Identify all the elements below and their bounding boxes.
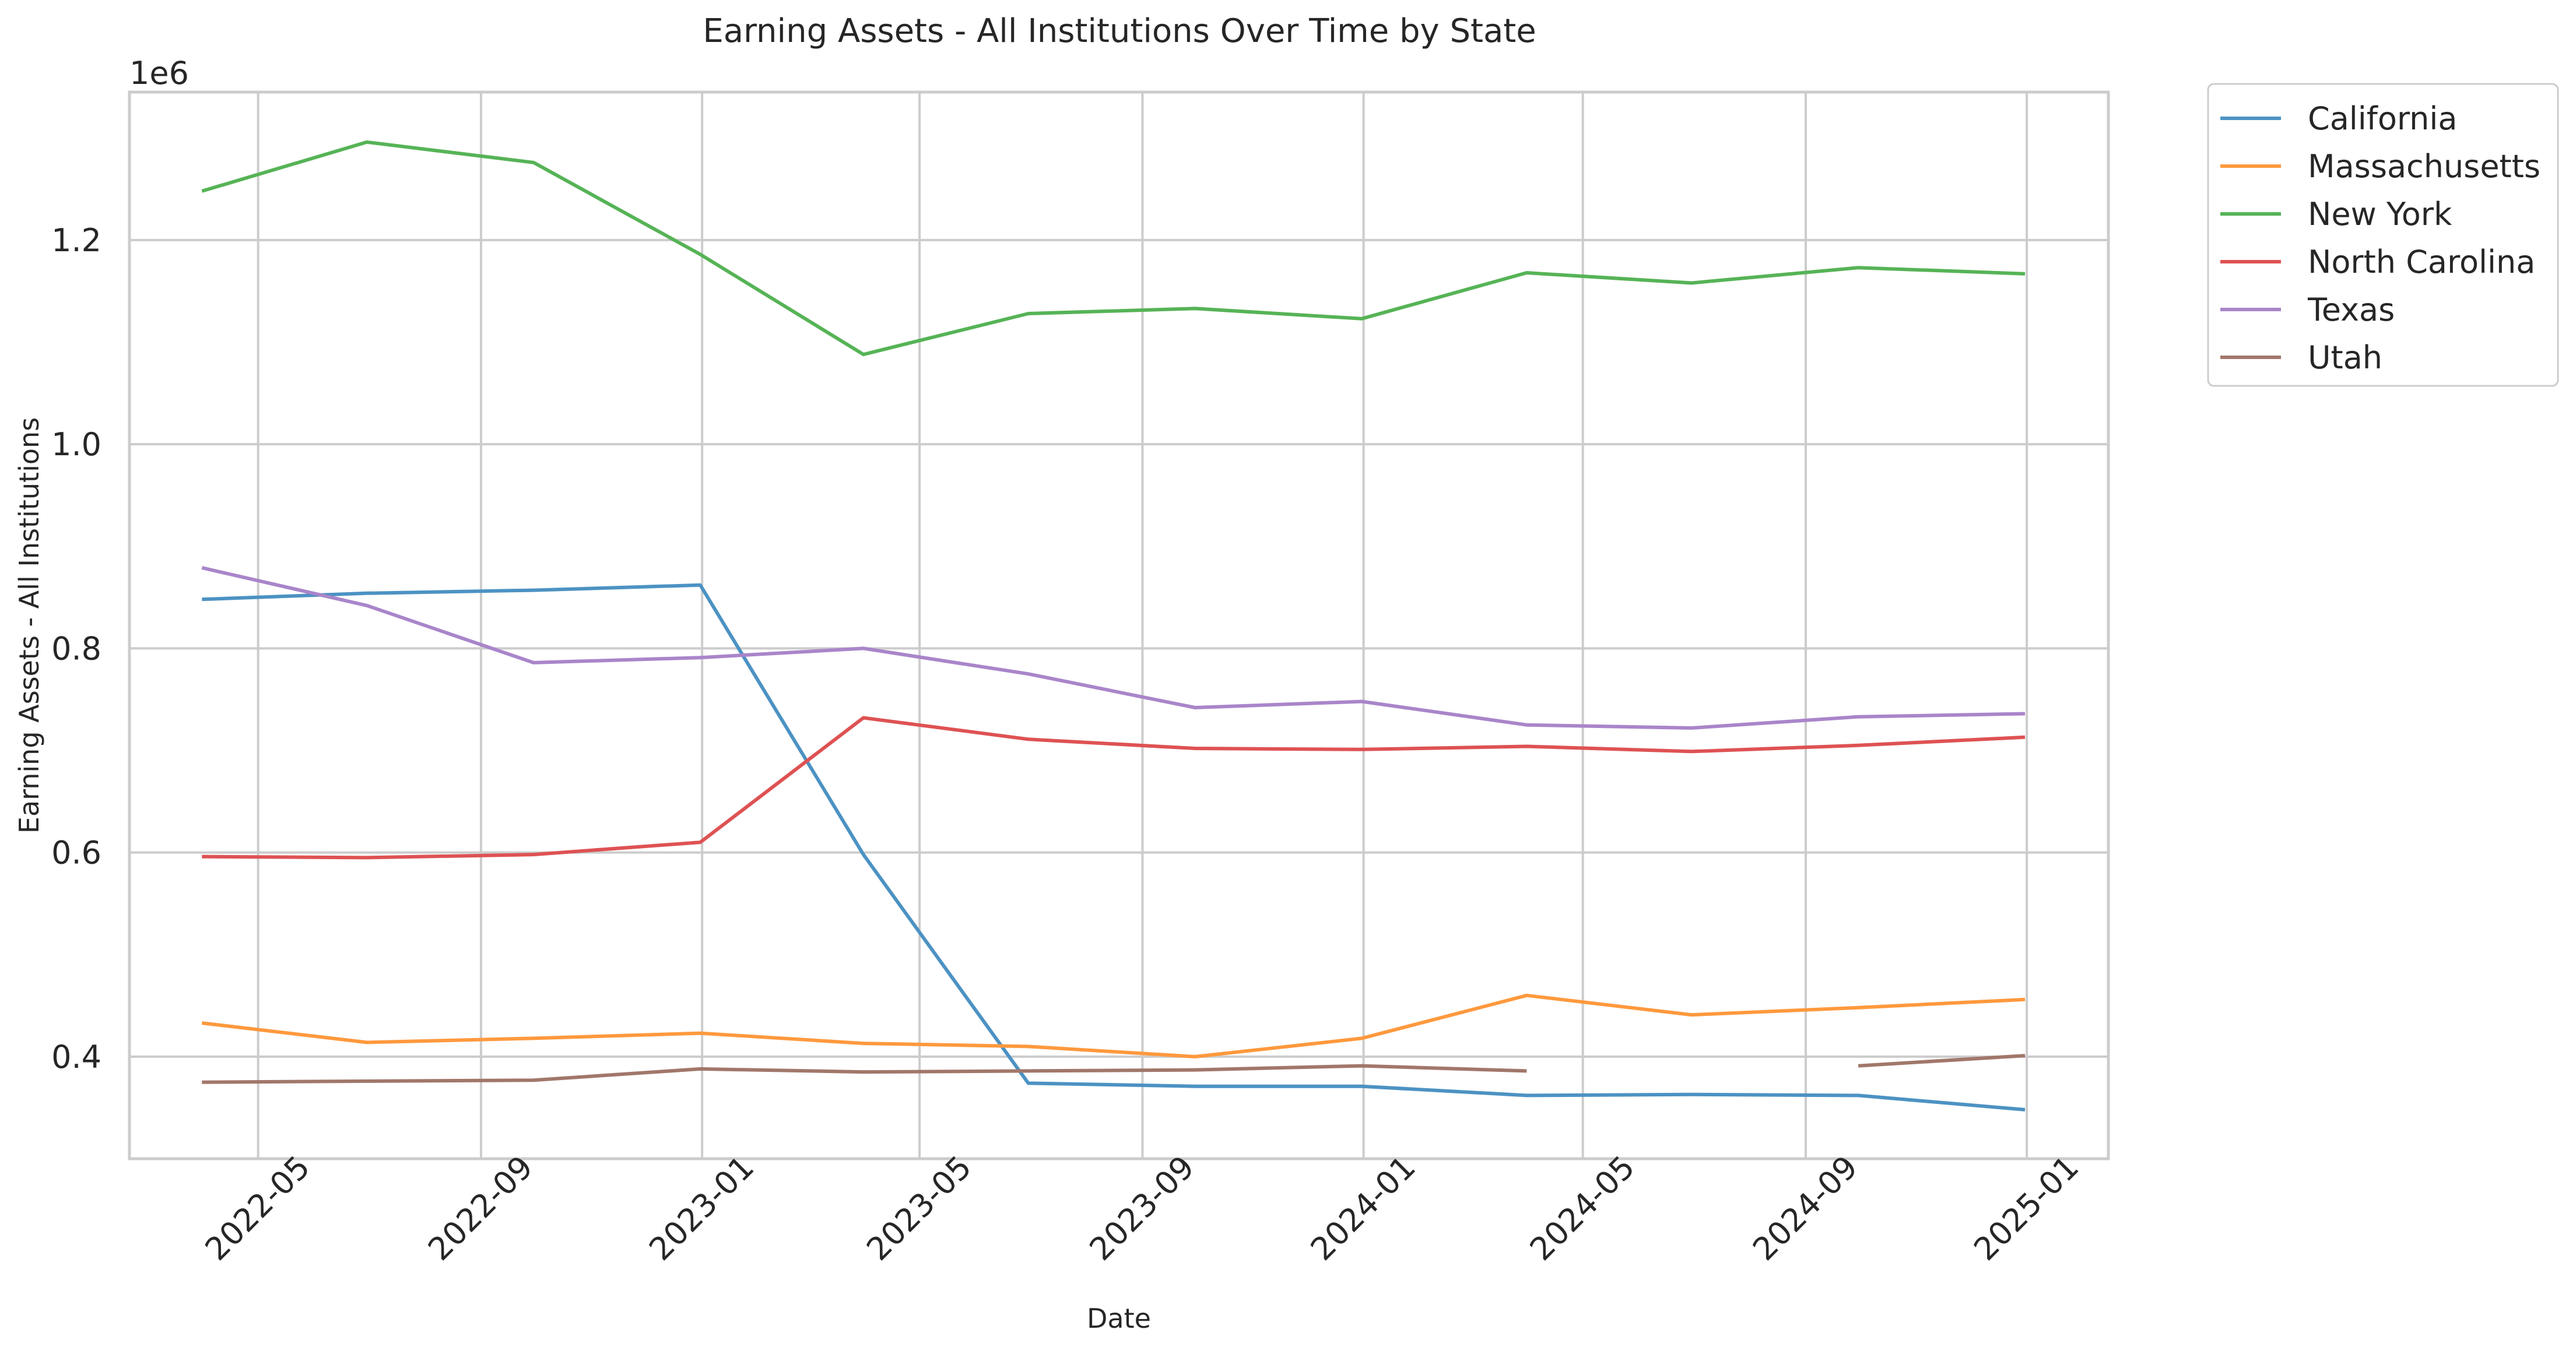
x-tick-label: 2022-09 <box>421 1149 540 1268</box>
legend: California Massachusetts New York North Car… <box>2207 83 2559 387</box>
series-line <box>201 566 2026 730</box>
series-line <box>202 583 2026 1112</box>
legend-item: New York <box>2220 196 2452 233</box>
legend-box <box>2207 83 2559 387</box>
legend-item: Massachusetts <box>2220 148 2540 185</box>
x-tick-label: 2023-05 <box>859 1149 978 1268</box>
y-tick-label: 0.4 <box>51 1039 101 1075</box>
x-tick-label: 2025-01 <box>1967 1149 2086 1268</box>
series-line <box>201 993 2026 1058</box>
x-tick-label: 2022-05 <box>198 1149 317 1268</box>
y-axis-label: Earning Assets - All Institutions <box>13 417 45 833</box>
series-utah <box>202 1054 2026 1084</box>
y-axis-ticks: 0.4 0.6 0.8 1.0 1.2 <box>51 222 101 1075</box>
series-north-carolina <box>202 716 2026 860</box>
legend-label: New York <box>2308 196 2452 233</box>
legend-item: Texas <box>2220 291 2395 328</box>
series-california <box>202 583 2026 1112</box>
legend-label: North Carolina <box>2308 244 2535 280</box>
x-axis-ticks: 2022-05 2022-09 2023-01 2023-05 2023-09 2024-… <box>198 1149 2086 1268</box>
x-axis-label: Date <box>1087 1303 1151 1334</box>
legend-label: Texas <box>2307 291 2395 328</box>
chart-title: Earning Assets - All Institutions Over T… <box>703 12 1536 50</box>
x-tick-label: 2023-01 <box>642 1149 761 1268</box>
y-tick-label: 1.2 <box>51 222 101 259</box>
series-line <box>202 716 2026 860</box>
x-tick-label: 2024-01 <box>1304 1149 1423 1268</box>
x-tick-label: 2024-05 <box>1523 1149 1642 1268</box>
legend-label: Massachusetts <box>2308 148 2540 185</box>
legend-item: California <box>2220 100 2457 137</box>
legend-label: California <box>2308 100 2457 137</box>
y-tick-label: 1.0 <box>51 426 101 463</box>
grid <box>129 92 2108 1159</box>
series-line <box>201 140 2026 357</box>
plot-frame <box>128 90 2110 1160</box>
y-axis-offset-label: 1e6 <box>129 55 189 92</box>
x-tick-label: 2023-09 <box>1082 1149 1201 1268</box>
series-lines <box>201 140 2026 1112</box>
y-tick-label: 0.8 <box>51 630 101 667</box>
series-line <box>202 1054 2026 1084</box>
legend-label: Utah <box>2308 339 2382 376</box>
x-tick-label: 2024-09 <box>1746 1149 1865 1268</box>
legend-item: North Carolina <box>2220 244 2535 280</box>
series-texas <box>201 566 2026 730</box>
legend-item: Utah <box>2220 339 2382 376</box>
series-massachusetts <box>201 993 2026 1058</box>
y-tick-label: 0.6 <box>51 835 101 871</box>
series-new-york <box>201 140 2026 357</box>
